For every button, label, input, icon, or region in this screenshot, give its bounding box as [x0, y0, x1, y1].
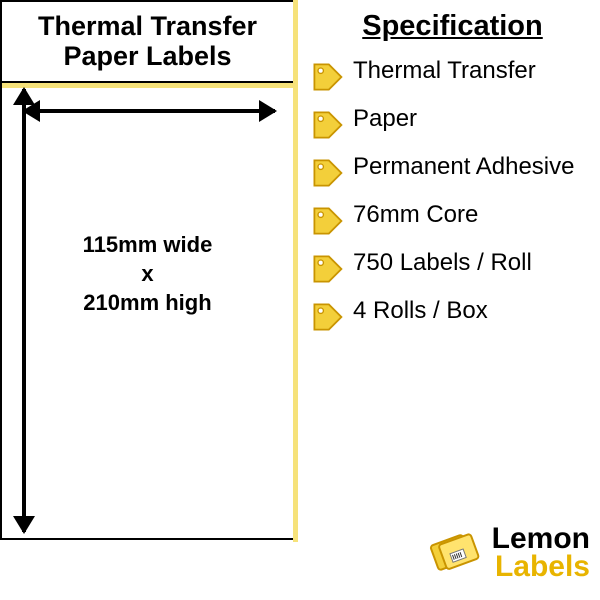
spec-label: 4 Rolls / Box	[353, 297, 488, 325]
label-tag-icon	[309, 299, 345, 335]
brand-line-1: Lemon	[492, 525, 590, 554]
label-preview-panel: Thermal Transfer Paper Labels 115mm wide…	[0, 0, 295, 540]
spec-label: Thermal Transfer	[353, 57, 536, 85]
brand-line-2: Labels	[492, 553, 590, 582]
brand-logo: Lemon Labels	[420, 518, 590, 588]
dim-x: x	[83, 260, 213, 289]
height-arrow	[22, 89, 26, 532]
specification-panel: Specification Thermal Transfer Paper Per…	[295, 0, 600, 600]
label-tag-icon	[309, 59, 345, 95]
width-arrow	[24, 109, 275, 113]
spec-heading: Specification	[309, 10, 596, 43]
label-tag-icon	[309, 251, 345, 287]
dim-height: 210mm high	[83, 289, 213, 318]
spec-list: Thermal Transfer Paper Permanent Adhesiv…	[309, 57, 596, 335]
spec-label: 750 Labels / Roll	[353, 249, 532, 277]
spec-item: 76mm Core	[309, 201, 596, 239]
label-tag-icon	[309, 203, 345, 239]
accent-strip	[293, 0, 298, 542]
dimension-diagram: 115mm wide x 210mm high	[2, 83, 293, 538]
spec-item: Paper	[309, 105, 596, 143]
spec-item: Permanent Adhesive	[309, 153, 596, 191]
title-line-1: Thermal Transfer	[8, 12, 287, 42]
label-tag-icon	[309, 155, 345, 191]
spec-label: Permanent Adhesive	[353, 153, 574, 181]
brand-text: Lemon Labels	[492, 525, 590, 582]
spec-label: 76mm Core	[353, 201, 478, 229]
title-line-2: Paper Labels	[8, 42, 287, 72]
spec-label: Paper	[353, 105, 417, 133]
spec-item: 4 Rolls / Box	[309, 297, 596, 335]
spec-item: Thermal Transfer	[309, 57, 596, 95]
product-title-box: Thermal Transfer Paper Labels	[2, 2, 293, 83]
spec-item: 750 Labels / Roll	[309, 249, 596, 287]
dimension-text: 115mm wide x 210mm high	[83, 231, 213, 317]
dim-width: 115mm wide	[83, 231, 213, 260]
lemon-labels-icon	[420, 518, 490, 588]
label-tag-icon	[309, 107, 345, 143]
